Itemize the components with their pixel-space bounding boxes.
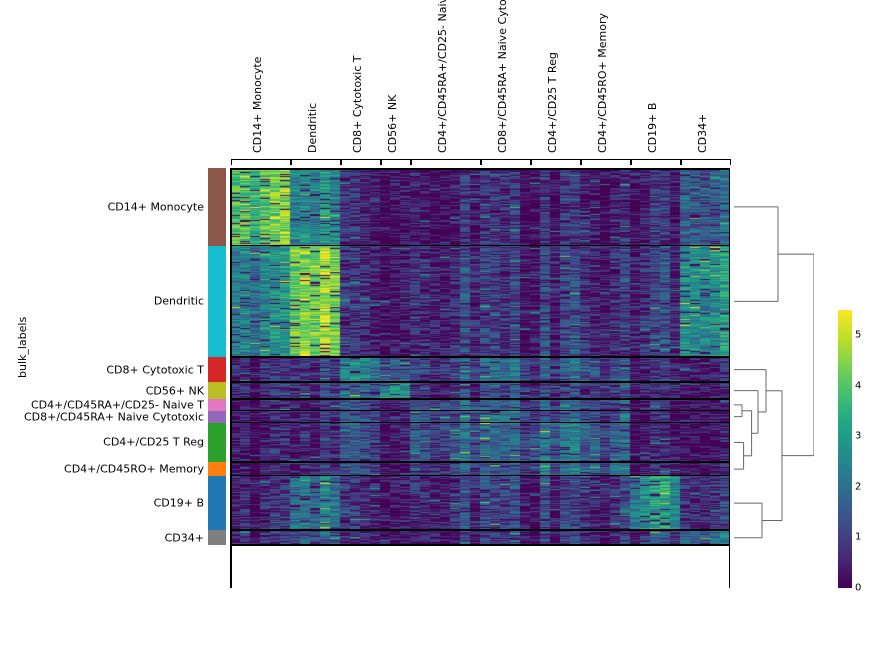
column-label: CD34+ (696, 114, 709, 153)
column-group-bracket (581, 159, 631, 165)
col-separator (729, 168, 731, 588)
row-label: CD8+ Cytotoxic T (106, 363, 204, 376)
column-group-bracket (411, 159, 481, 165)
column-group-bracket (681, 159, 731, 165)
column-label: CD14+ Monocyte (251, 57, 264, 153)
column-label: CD8+/CD45RA+ Naive Cytotoxic (496, 0, 509, 153)
colorbar-tick: 3 (855, 431, 873, 442)
clustermap-figure: CD14+ Monocyte Dendritic CD8+ Cytotoxic T C… (10, 10, 873, 658)
col-separator (230, 168, 232, 588)
column-label: CD56+ NK (386, 95, 399, 153)
row-separator (230, 356, 730, 358)
heatmap-canvas (230, 168, 730, 588)
row-color-block (208, 530, 226, 545)
row-label: Dendritic (154, 295, 204, 308)
row-separator (230, 245, 730, 247)
colorbar-gradient (838, 310, 852, 588)
row-separator (230, 381, 730, 383)
column-label: CD4+/CD45RO+ Memory (596, 13, 609, 153)
row-color-block (208, 462, 226, 475)
row-separator (230, 422, 730, 424)
column-label: CD4+/CD25 T Reg (546, 52, 559, 153)
row-color-block (208, 411, 226, 423)
row-color-block (208, 476, 226, 531)
colorbar-tick: 2 (855, 481, 873, 492)
row-color-block (208, 399, 226, 411)
colorbar-tick: 1 (855, 532, 873, 543)
column-label: CD19+ B (646, 103, 659, 153)
row-label: CD19+ B (154, 497, 204, 510)
column-group-bracket (291, 159, 341, 165)
colorbar-tick: 5 (855, 330, 873, 341)
column-labels-area: CD14+ Monocyte Dendritic CD8+ Cytotoxic T C… (230, 10, 730, 165)
y-axis-title: bulk_labels (16, 317, 29, 378)
row-label: CD4+/CD25 T Reg (103, 436, 204, 449)
heatmap (230, 168, 730, 588)
row-separator (230, 529, 730, 531)
row-labels-area: CD14+ Monocyte Dendritic CD8+ Cytotoxic T C… (10, 168, 204, 588)
row-label: CD8+/CD45RA+ Naive Cytotoxic (24, 410, 204, 423)
row-label: CD34+ (165, 531, 204, 544)
column-label: CD8+ Cytotoxic T (351, 55, 364, 153)
row-label: CD14+ Monocyte (108, 200, 204, 213)
colorbar: 012345 (838, 310, 873, 588)
row-separator (230, 461, 730, 463)
row-dendrogram (734, 168, 814, 588)
row-color-block (208, 168, 226, 246)
column-group-bracket (481, 159, 531, 165)
column-label: CD4+/CD45RA+/CD25- Naive T (436, 0, 449, 153)
column-group-bracket (631, 159, 681, 165)
row-separator (230, 410, 730, 412)
row-color-block (208, 382, 226, 399)
row-separator (230, 398, 730, 400)
row-separator (230, 544, 730, 546)
column-group-bracket (341, 159, 381, 165)
row-color-block (208, 357, 226, 382)
row-separator (230, 475, 730, 477)
row-label: CD56+ NK (146, 384, 204, 397)
colorbar-tick: 0 (855, 583, 873, 594)
column-group-bracket (381, 159, 411, 165)
colorbar-tick: 4 (855, 380, 873, 391)
row-label: CD4+/CD45RO+ Memory (64, 463, 204, 476)
row-color-block (208, 423, 226, 463)
column-group-bracket (231, 159, 291, 165)
row-color-annotation (208, 168, 226, 588)
row-separator (230, 168, 730, 170)
column-group-bracket (531, 159, 581, 165)
column-label: Dendritic (306, 103, 319, 153)
row-color-block (208, 246, 226, 357)
